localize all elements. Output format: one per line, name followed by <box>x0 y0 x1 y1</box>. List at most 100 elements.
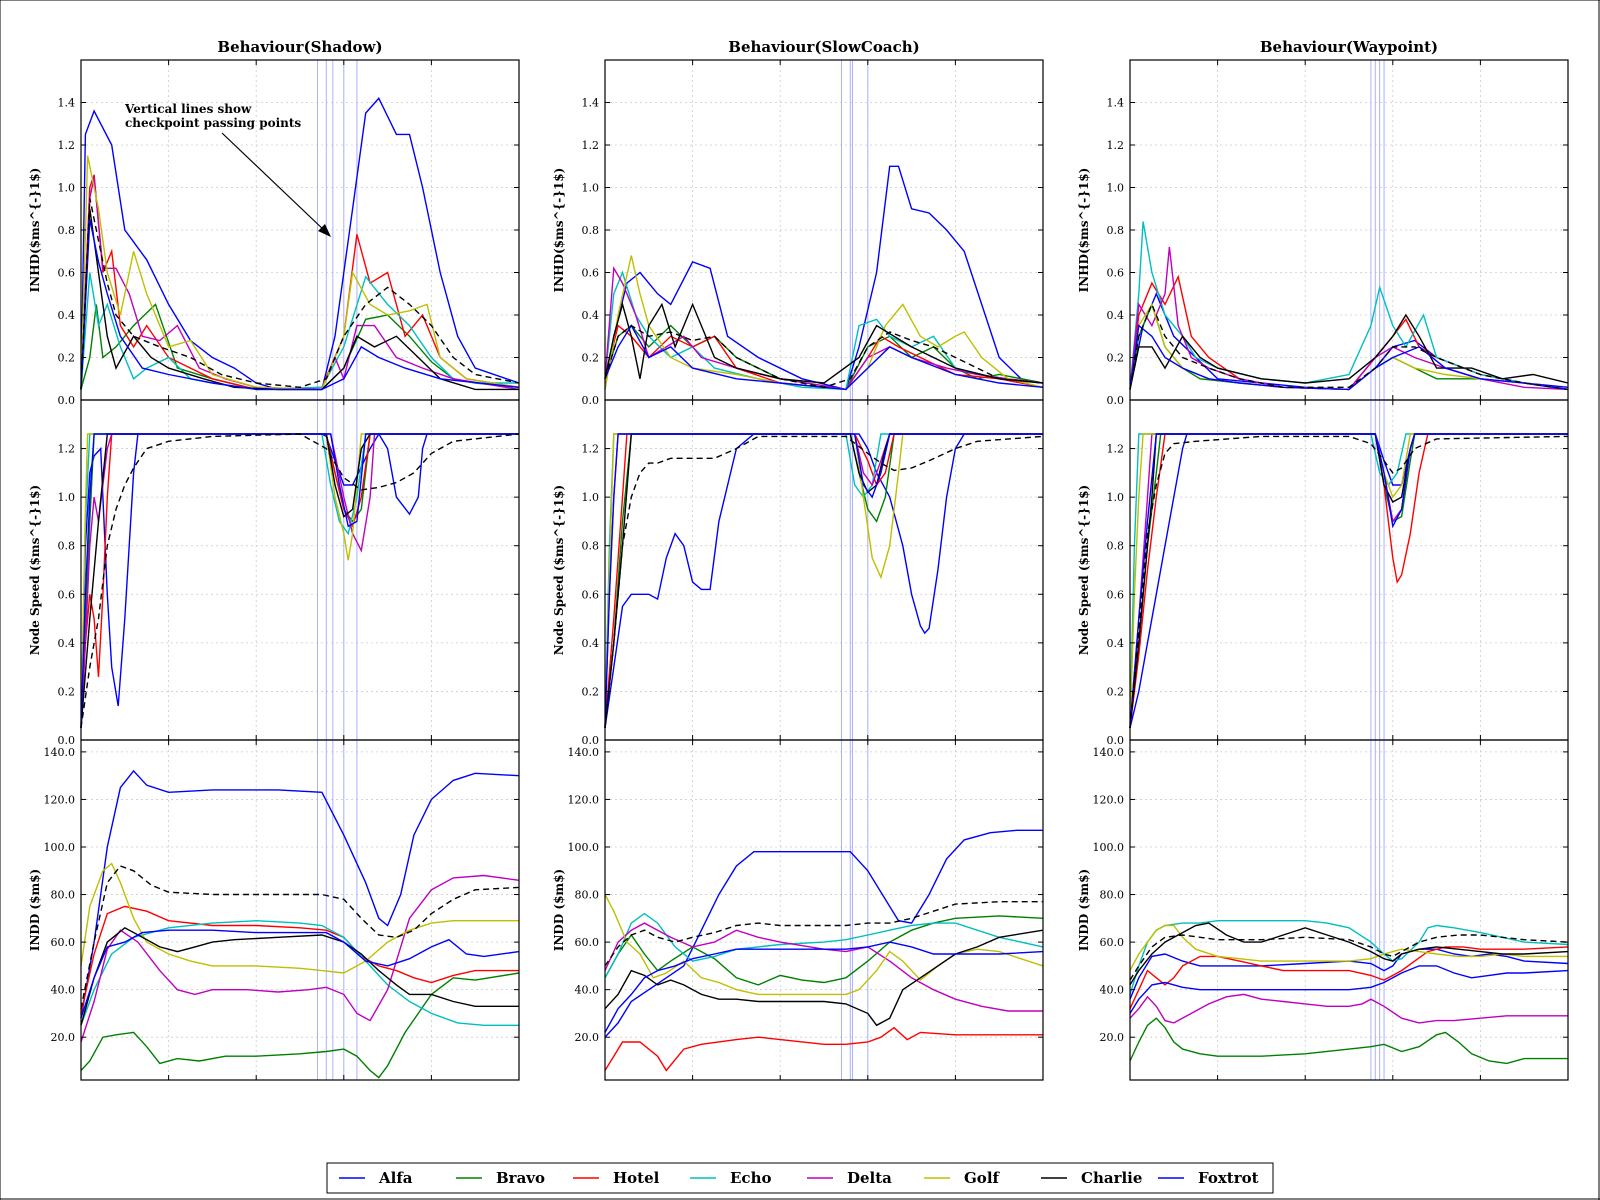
y-tick-label: 0.6 <box>582 588 600 601</box>
y-tick-label: 1.0 <box>582 182 600 195</box>
y-tick-label: 0.8 <box>1107 540 1125 553</box>
series-line-hotel <box>1129 433 1568 728</box>
series-line-foxtrot <box>604 324 1044 391</box>
y-tick-label: 0.0 <box>1107 394 1125 407</box>
y-tick-label: 0.8 <box>58 540 76 553</box>
series-line-alfa <box>1129 433 1568 729</box>
legend-label-echo: Echo <box>730 1169 771 1187</box>
series-line-charlie <box>1129 433 1568 728</box>
series-line-mean <box>1129 435 1569 728</box>
series-line-golf <box>604 255 1044 391</box>
series-line-charlie <box>80 208 519 391</box>
y-tick-label: 20.0 <box>1100 1031 1125 1044</box>
panel: 20.0 40.0 60.0 80.0 100.0 120.0 140.0 INDD ($m$… <box>28 739 520 1081</box>
series-line-delta <box>604 922 1043 1012</box>
series-line-bravo <box>1129 302 1569 391</box>
legend-frame <box>326 1162 1274 1194</box>
y-tick-label: 1.0 <box>582 491 600 504</box>
y-tick-label: 0.4 <box>58 309 76 322</box>
y-tick-label: 140.0 <box>568 746 600 759</box>
series-line-echo <box>1129 221 1569 391</box>
panel: 0.0 0.2 0.4 0.6 0.8 1.0 1.2 1.4 INHD($ms^{-}1$) <box>1077 59 1569 407</box>
series-line-charlie <box>604 929 1044 1027</box>
y-axis-label: INDD ($m$) <box>28 869 42 951</box>
series-line-hotel <box>80 174 520 391</box>
series-line-hotel <box>1129 946 1569 1009</box>
panel-frame <box>1129 399 1569 741</box>
y-tick-label: 0.2 <box>58 352 76 365</box>
series-line-mean <box>604 901 1043 967</box>
y-tick-label: 0.0 <box>1107 734 1125 747</box>
y-tick-label: 0.4 <box>582 309 600 322</box>
y-tick-label: 0.6 <box>1107 588 1125 601</box>
series-line-bravo <box>604 433 1043 728</box>
y-axis-label: INDD ($m$) <box>1077 869 1091 951</box>
series-line-golf <box>1129 924 1568 971</box>
series-line-charlie <box>80 926 519 1026</box>
y-tick-label: 60.0 <box>1100 936 1125 949</box>
series-line-alfa <box>80 432 519 728</box>
panel: 20.0 40.0 60.0 80.0 100.0 120.0 140.0 INDD ($m$… <box>552 739 1044 1081</box>
y-tick-label: 100.0 <box>44 841 76 854</box>
y-tick-label: 0.0 <box>582 394 600 407</box>
series-line-alfa <box>80 97 520 391</box>
y-tick-label: 0.8 <box>58 224 76 237</box>
series-line-mean <box>604 435 1044 728</box>
y-tick-label: 120.0 <box>1093 793 1125 806</box>
y-tick-label: 0.6 <box>1107 267 1125 280</box>
y-axis-label: Node Speed ($ms^{-}1$) <box>552 485 566 655</box>
y-tick-label: 0.0 <box>58 734 76 747</box>
panel: 0.0 0.2 0.4 0.6 0.8 1.0 1.2 Node Speed ($ms^{-}… <box>1077 399 1569 747</box>
y-tick-label: 140.0 <box>44 746 76 759</box>
series-line-foxtrot <box>80 433 519 728</box>
series-line-echo <box>80 919 519 1026</box>
y-tick-label: 1.2 <box>58 139 76 152</box>
series-line-foxtrot <box>80 929 520 1019</box>
y-tick-label: 0.6 <box>582 267 600 280</box>
series-line-charlie <box>604 301 1044 384</box>
y-axis-label: Node Speed ($ms^{-}1$) <box>1077 485 1091 655</box>
y-tick-label: 0.0 <box>58 394 76 407</box>
series-line-mean <box>604 324 1044 389</box>
series-line-delta <box>604 433 1043 728</box>
y-tick-label: 0.6 <box>58 267 76 280</box>
y-tick-label: 140.0 <box>1093 746 1125 759</box>
y-tick-label: 1.2 <box>582 139 600 152</box>
y-tick-label: 0.0 <box>582 734 600 747</box>
y-tick-label: 1.2 <box>58 443 76 456</box>
legend-label-delta: Delta <box>847 1169 892 1187</box>
series-line-mean <box>1129 934 1569 981</box>
series-line-alfa <box>604 165 1044 391</box>
panel-frame <box>80 739 520 1081</box>
y-tick-label: 0.2 <box>582 685 600 698</box>
y-tick-label: 120.0 <box>568 793 600 806</box>
series-line-hotel <box>80 433 519 728</box>
series-line-charlie <box>1129 922 1569 986</box>
series-line-alfa <box>604 433 1043 729</box>
y-tick-label: 1.2 <box>1107 139 1125 152</box>
panel-frame <box>604 739 1044 1081</box>
series-line-delta <box>80 874 520 1043</box>
series-line-foxtrot <box>604 433 1043 728</box>
y-tick-label: 80.0 <box>1100 889 1125 902</box>
y-tick-label: 40.0 <box>1100 984 1125 997</box>
y-tick-label: 1.4 <box>582 97 600 110</box>
legend-label-alfa: Alfa <box>378 1169 413 1187</box>
annotation-text: checkpoint passing points <box>125 116 301 130</box>
y-tick-label: 0.4 <box>582 637 600 650</box>
series-line-golf <box>1129 433 1568 728</box>
y-tick-label: 120.0 <box>44 793 76 806</box>
y-tick-label: 40.0 <box>575 984 600 997</box>
series-line-echo <box>604 433 1043 728</box>
y-axis-label: INDD ($m$) <box>552 869 566 951</box>
series-line-bravo <box>80 303 520 391</box>
y-tick-label: 0.4 <box>58 637 76 650</box>
series-line-bravo <box>1129 1017 1568 1065</box>
legend-label-charlie: Charlie <box>1081 1169 1142 1187</box>
annotation-arrow <box>221 132 327 233</box>
y-tick-label: 20.0 <box>575 1031 600 1044</box>
legend-label-bravo: Bravo <box>496 1169 545 1187</box>
series-line-foxtrot <box>1129 433 1568 728</box>
series-line-charlie <box>1129 313 1569 390</box>
